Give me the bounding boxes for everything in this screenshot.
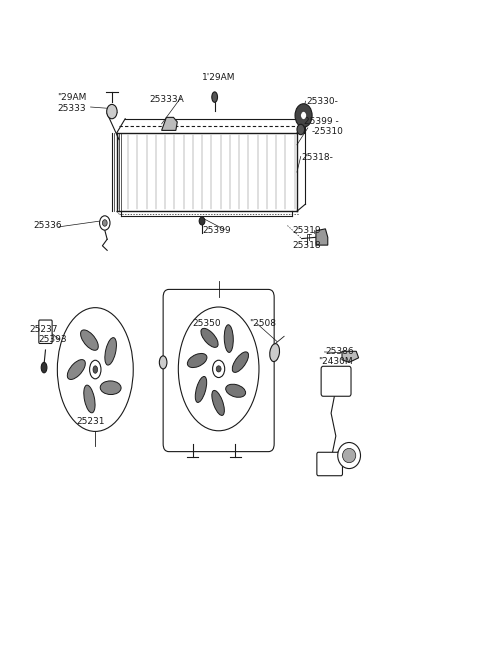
Text: "2430M: "2430M <box>318 357 353 365</box>
Text: 25350: 25350 <box>192 319 221 328</box>
Ellipse shape <box>232 352 249 373</box>
FancyBboxPatch shape <box>317 452 342 476</box>
Ellipse shape <box>90 360 101 379</box>
Text: 25399 -: 25399 - <box>304 117 339 126</box>
FancyBboxPatch shape <box>163 290 274 451</box>
Ellipse shape <box>99 215 110 230</box>
Ellipse shape <box>105 338 117 365</box>
Polygon shape <box>162 118 177 130</box>
Ellipse shape <box>93 366 97 373</box>
Circle shape <box>301 112 306 120</box>
Text: 25319: 25319 <box>292 225 321 235</box>
Text: 25333A: 25333A <box>150 95 185 104</box>
Text: 25237: 25237 <box>29 325 58 334</box>
Text: 25231: 25231 <box>76 417 105 426</box>
Text: 1'29AM: 1'29AM <box>202 73 235 82</box>
Ellipse shape <box>102 219 107 226</box>
Text: 25333: 25333 <box>57 104 86 113</box>
Ellipse shape <box>159 356 167 369</box>
Text: 25336: 25336 <box>34 221 62 230</box>
Text: 25386: 25386 <box>325 348 354 357</box>
Text: "29AM: "29AM <box>57 93 87 102</box>
Polygon shape <box>342 351 359 363</box>
Ellipse shape <box>67 359 85 380</box>
Ellipse shape <box>201 328 218 348</box>
Ellipse shape <box>270 344 279 361</box>
FancyBboxPatch shape <box>321 367 351 396</box>
Text: T: T <box>307 234 312 243</box>
Ellipse shape <box>57 307 133 432</box>
Ellipse shape <box>212 390 224 415</box>
Circle shape <box>295 104 312 127</box>
Text: 25393: 25393 <box>38 335 67 344</box>
Ellipse shape <box>338 443 360 468</box>
Ellipse shape <box>342 448 356 463</box>
Circle shape <box>199 217 205 225</box>
Ellipse shape <box>195 376 207 403</box>
Text: -25310: -25310 <box>311 127 343 135</box>
Ellipse shape <box>224 325 233 352</box>
Ellipse shape <box>212 92 217 102</box>
Ellipse shape <box>179 307 259 431</box>
Ellipse shape <box>226 384 246 397</box>
Ellipse shape <box>213 360 225 378</box>
Text: 25399: 25399 <box>202 226 231 235</box>
Circle shape <box>297 124 305 135</box>
Ellipse shape <box>100 381 121 395</box>
Ellipse shape <box>216 366 221 372</box>
Ellipse shape <box>81 330 98 350</box>
Text: 25318-: 25318- <box>301 153 334 162</box>
Text: 25330-: 25330- <box>306 97 338 106</box>
FancyBboxPatch shape <box>39 320 52 344</box>
Ellipse shape <box>187 353 207 367</box>
Text: "2508: "2508 <box>250 319 276 328</box>
Text: 25318: 25318 <box>292 241 321 250</box>
Ellipse shape <box>84 385 95 413</box>
Ellipse shape <box>107 104 117 119</box>
Ellipse shape <box>41 363 47 373</box>
Polygon shape <box>316 229 328 245</box>
